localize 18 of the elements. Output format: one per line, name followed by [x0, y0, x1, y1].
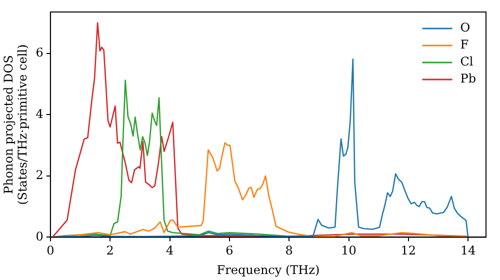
- x-axis-title: Frequency (THz): [216, 262, 320, 277]
- x-tick-label: 0: [46, 244, 54, 258]
- x-tick-label: 4: [166, 244, 174, 258]
- y-axis-title: Phonon projected DOS (States/THz·primitive cell): [1, 44, 30, 205]
- legend-label: Cl: [460, 54, 474, 69]
- x-tick-label: 14: [460, 244, 476, 258]
- x-tick-label: 6: [226, 244, 234, 258]
- x-tick-label: 2: [106, 244, 114, 258]
- y-tick-label: 6: [36, 45, 44, 60]
- x-tick-label: 10: [341, 244, 356, 258]
- legend-label: Pb: [460, 72, 476, 86]
- x-tick-label: 8: [285, 244, 293, 258]
- x-tick-label: 12: [400, 244, 416, 258]
- y-tick-label: 2: [36, 168, 44, 182]
- y-tick-label: 0: [36, 229, 44, 244]
- legend-label: O: [460, 20, 470, 35]
- legend-label: F: [460, 38, 469, 52]
- y-tick-label: 4: [36, 106, 44, 121]
